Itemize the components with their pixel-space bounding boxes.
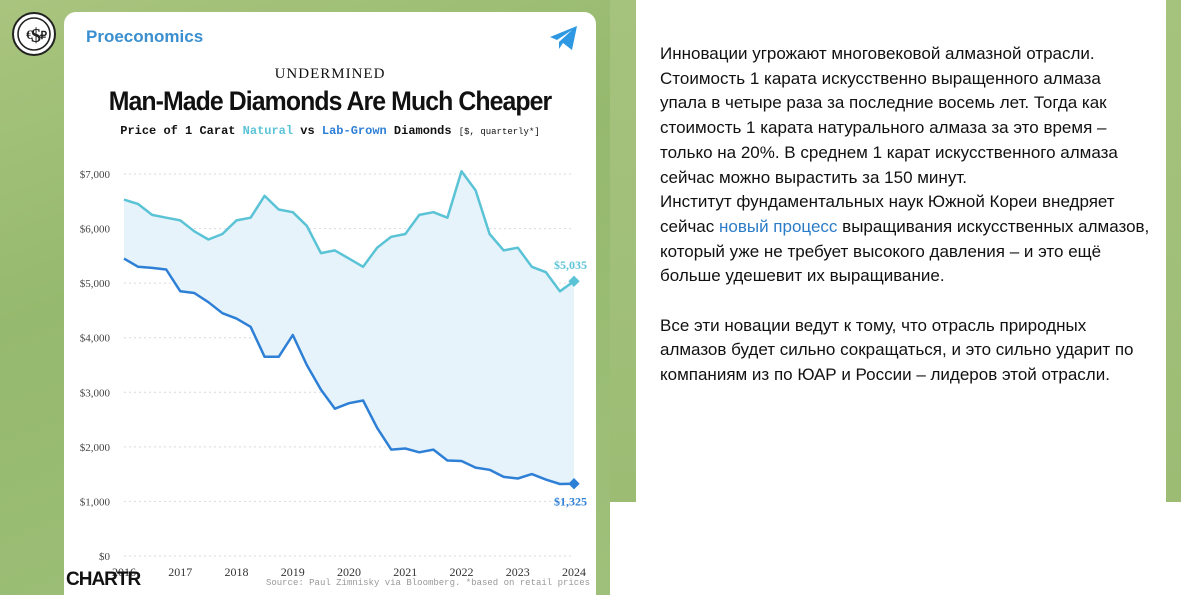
chart-kicker: UNDERMINED bbox=[274, 66, 386, 82]
chart-source: Source: Paul Zimnisky via Bloomberg. *ba… bbox=[265, 578, 590, 588]
y-tick-label: $4,000 bbox=[80, 333, 111, 345]
post-paragraph-3-end: выращивания искусственных алмазов, котор… bbox=[660, 216, 1150, 286]
y-axis-labels: $0 $1,000 $2,000 $3,000 $4,000 $5,000 $6,000 $7… bbox=[80, 169, 111, 563]
gap-fill-area bbox=[124, 171, 574, 485]
x-tick-label: 2021 bbox=[393, 565, 417, 579]
post-text-panel: Инновации угрожают многовековой алмазной… bbox=[636, 0, 1166, 502]
subtitle-natural: Natural bbox=[242, 124, 294, 138]
post-paragraph-2: Стоимость 1 карата искусственно выращенн… bbox=[660, 68, 1118, 187]
end-marker-lab-grown bbox=[568, 478, 580, 490]
paragraph-gap bbox=[660, 289, 1150, 314]
x-tick-label: 2022 bbox=[450, 565, 474, 579]
x-tick-label: 2020 bbox=[337, 565, 361, 579]
new-process-link[interactable]: новый процесс bbox=[719, 216, 838, 236]
chart-subtitle: Price of 1 Carat Natural vs Lab-Grown Di… bbox=[64, 124, 596, 138]
price-line-chart: $0 $1,000 $2,000 $3,000 $4,000 $5,000 $6,000 $7… bbox=[80, 169, 587, 579]
subtitle-unit: [$, quarterly*] bbox=[458, 127, 540, 137]
svg-text:$: $ bbox=[31, 25, 41, 47]
post-paragraph-1: Инновации угрожают многовековой алмазной… bbox=[660, 44, 1095, 63]
x-tick-label: 2023 bbox=[506, 565, 530, 579]
svg-text:₽: ₽ bbox=[40, 30, 47, 42]
y-tick-label: $1,000 bbox=[80, 496, 111, 508]
chat-background-strip bbox=[610, 0, 636, 502]
x-tick-label: 2017 bbox=[168, 565, 192, 579]
post-paragraph-3: Институт фундаментальных наук Южной Коре… bbox=[660, 190, 1150, 289]
x-axis-labels: 2016 2017 2018 2019 2020 2021 2022 2023 2024 bbox=[112, 565, 586, 579]
subtitle-suffix: Diamonds bbox=[386, 124, 459, 138]
chartr-logo: CHARTR bbox=[66, 569, 141, 590]
chat-background-edge bbox=[1166, 0, 1181, 502]
channel-avatar[interactable]: € $ ₽ bbox=[12, 12, 56, 56]
x-tick-label: 2019 bbox=[281, 565, 305, 579]
currency-logo-icon: € $ ₽ bbox=[17, 17, 51, 51]
telegram-share-icon[interactable] bbox=[548, 24, 580, 57]
x-tick-label: 2024 bbox=[562, 565, 586, 579]
y-tick-label: $6,000 bbox=[80, 224, 111, 236]
channel-name[interactable]: Proeconomics bbox=[86, 27, 204, 46]
x-tick-label: 2018 bbox=[225, 565, 249, 579]
post-paragraph-4: Все эти новации ведут к тому, что отрасл… bbox=[660, 315, 1134, 385]
end-label-lab-grown: $1,325 bbox=[554, 495, 587, 509]
channel-post-card: Proeconomics UNDERMINED Man-Made Diamond… bbox=[64, 12, 596, 595]
post-paragraph-3-start: Институт фундаментальных наук Южной Коре… bbox=[660, 192, 1115, 236]
post-body: Инновации угрожают многовековой алмазной… bbox=[660, 42, 1150, 388]
subtitle-vs: vs bbox=[293, 124, 322, 138]
y-tick-label: $5,000 bbox=[80, 278, 111, 290]
svg-text:€: € bbox=[26, 27, 33, 42]
y-tick-label: $2,000 bbox=[80, 442, 111, 454]
y-tick-label: $3,000 bbox=[80, 387, 111, 399]
subtitle-lab: Lab-Grown bbox=[321, 124, 387, 138]
y-tick-label: $7,000 bbox=[80, 169, 111, 181]
series-line-natural bbox=[123, 170, 575, 293]
y-tick-label: $0 bbox=[99, 551, 111, 563]
series-line-lab-grown bbox=[123, 257, 575, 486]
end-label-natural: $5,035 bbox=[554, 258, 587, 272]
x-tick-label: 2016 bbox=[112, 565, 136, 579]
subtitle-prefix: Price of 1 Carat bbox=[120, 124, 243, 138]
chart-title: Man-Made Diamonds Are Much Cheaper bbox=[108, 86, 553, 116]
